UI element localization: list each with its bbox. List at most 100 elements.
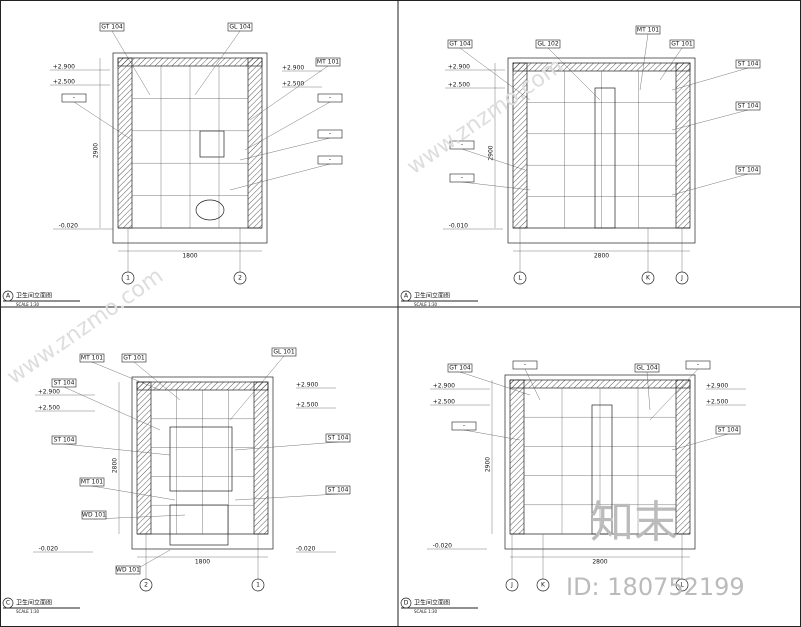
axis-label: 1 <box>126 275 130 282</box>
tag-box <box>79 477 105 487</box>
material-tag: - <box>329 131 331 138</box>
tag-box <box>51 435 77 445</box>
room-outline <box>504 374 696 550</box>
leader <box>229 163 331 191</box>
level-text: +2.900 <box>53 64 75 71</box>
leader <box>249 65 329 121</box>
ceiling-hatch <box>509 379 691 389</box>
tag-box <box>115 565 141 575</box>
watermark-site: www.znzmo.com <box>3 264 168 390</box>
panel-title: 卫生间立面图 <box>414 292 450 300</box>
tag-box <box>447 39 473 49</box>
level-text: +2.500 <box>433 399 455 406</box>
leader <box>547 47 601 101</box>
leader <box>63 386 161 431</box>
axis-bubble <box>251 578 265 592</box>
watermark-brand: 知末 <box>590 497 678 548</box>
leader <box>459 47 531 101</box>
axis-label: 2 <box>144 582 148 589</box>
wall-hatch <box>675 379 691 535</box>
dim-text: 1800 <box>182 253 197 260</box>
material-tag: - <box>697 362 699 369</box>
leader <box>91 361 161 391</box>
dim-text: 2800 <box>112 458 119 473</box>
tag-box <box>51 378 77 388</box>
room-outline <box>507 57 696 244</box>
axis-label: J <box>680 275 683 282</box>
panel-scale: SCALE 1:30 <box>414 302 438 307</box>
axis-label: J <box>510 582 513 589</box>
leader <box>229 355 285 421</box>
tag-box <box>634 363 660 373</box>
level-text: -0.020 <box>433 543 453 550</box>
axis-bubble <box>675 578 689 592</box>
leader <box>671 173 749 196</box>
level-text: +2.500 <box>706 399 728 406</box>
material-tag: ST 104 <box>718 427 739 434</box>
wall-hatch <box>247 57 263 229</box>
axis-bubble <box>536 578 550 592</box>
level-text: +2.900 <box>433 383 455 390</box>
level-text: -0.020 <box>296 546 316 553</box>
material-tag: - <box>73 95 75 102</box>
vanity <box>169 504 229 546</box>
dim-text: 2800 <box>594 253 609 260</box>
tag-box <box>325 485 351 495</box>
dim-text: 2900 <box>485 457 492 472</box>
material-tag: - <box>463 423 465 430</box>
mirror <box>169 426 233 492</box>
axis-label: 1 <box>256 582 260 589</box>
wall-hatch <box>675 62 691 229</box>
tag-box <box>715 425 741 435</box>
leader <box>111 30 151 96</box>
leader <box>671 433 729 451</box>
tag-box <box>735 101 761 111</box>
leader <box>671 109 749 131</box>
material-tag: ST 104 <box>328 487 349 494</box>
wall-hatch <box>509 379 525 535</box>
leader <box>671 67 749 91</box>
leader <box>244 101 331 151</box>
watermark-id: ID: 180752199 <box>566 573 745 601</box>
level-text: +2.500 <box>38 405 60 412</box>
level-text: +2.900 <box>296 382 318 389</box>
tag-box <box>315 57 341 67</box>
material-tag: MT 101 <box>81 479 103 486</box>
leader <box>524 368 541 401</box>
material-tag: GL 102 <box>537 41 559 48</box>
leader <box>91 485 176 501</box>
title-marker-label: A <box>6 293 11 300</box>
leader <box>646 371 651 411</box>
material-tag: GT 101 <box>123 355 145 362</box>
material-tag: GT 104 <box>101 24 123 31</box>
tag-box <box>512 360 538 370</box>
level-text: -0.010 <box>449 223 469 230</box>
material-tag: - <box>461 142 463 149</box>
tag-box <box>61 93 87 103</box>
leader <box>234 493 339 501</box>
axis-bubble <box>675 271 689 285</box>
axis-bubble <box>641 271 655 285</box>
glass-door <box>591 404 613 535</box>
material-tag: MT 101 <box>637 27 659 34</box>
axis-label: 2 <box>238 275 242 282</box>
room-outline <box>112 52 268 244</box>
window <box>199 130 225 158</box>
leader <box>133 361 181 401</box>
watermark-site: www.znzmo.com <box>403 54 568 180</box>
dim-text: 1800 <box>195 559 210 566</box>
level-text: +2.500 <box>53 79 75 86</box>
material-tag: - <box>329 157 331 164</box>
material-tag: GL 101 <box>273 349 295 356</box>
wall-hatch <box>117 57 133 229</box>
tag-box <box>685 360 711 370</box>
tag-box <box>317 93 343 103</box>
axis-bubble <box>139 578 153 592</box>
axis-label: K <box>541 582 546 589</box>
level-text: +2.900 <box>282 65 304 72</box>
tag-box <box>99 22 125 32</box>
toilet <box>195 199 225 221</box>
material-tag: ST 104 <box>54 437 75 444</box>
tag-box <box>271 347 297 357</box>
axis-label: L <box>680 582 684 589</box>
